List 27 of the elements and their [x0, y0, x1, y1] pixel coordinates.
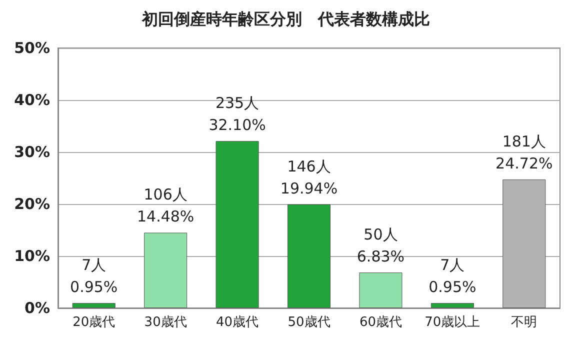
data-label: 7人 0.95% [428, 256, 476, 296]
data-label: 7人 0.95% [70, 256, 118, 296]
x-tick-label: 不明 [511, 315, 538, 330]
bar [430, 303, 474, 308]
chart-title: 初回倒産時年齢区分別 代表者数構成比 [141, 10, 430, 28]
x-tick-label: 50歳代 [288, 315, 330, 330]
x-tick-label: 70歳以上 [424, 315, 480, 330]
bar [287, 204, 331, 308]
y-tick-label: 0% [24, 299, 50, 317]
data-label: 235人 32.10% [208, 94, 266, 134]
bar [144, 232, 188, 308]
bar [72, 303, 116, 308]
y-tick-label: 10% [14, 247, 50, 265]
data-label: 146人 19.94% [280, 157, 338, 198]
x-tick-label: 20歳代 [72, 315, 116, 330]
x-tick-label: 30歳代 [144, 315, 187, 330]
data-label: 181人 24.72% [496, 132, 553, 172]
data-label: 50人 6.83% [356, 225, 405, 266]
y-tick-label: 40% [14, 91, 50, 109]
bar [216, 141, 259, 308]
y-tick-label: 20% [14, 195, 50, 213]
y-tick-label: 30% [14, 143, 50, 161]
x-tick-label: 40歳代 [216, 315, 259, 330]
bar [359, 272, 402, 308]
y-tick-label: 50% [14, 39, 50, 57]
x-tick-label: 60歳代 [359, 315, 402, 330]
data-label: 106人 14.48% [136, 186, 194, 226]
